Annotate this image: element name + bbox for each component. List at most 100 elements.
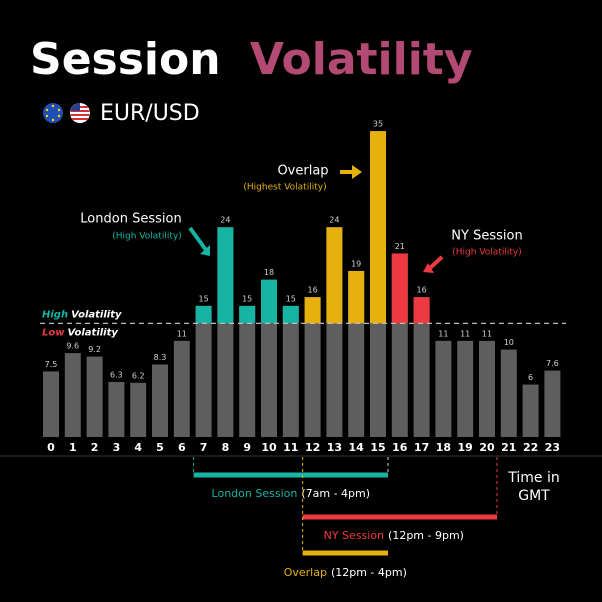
- bar: [544, 370, 561, 437]
- bar: [479, 340, 495, 437]
- range-label: Overlap (12pm - 4pm): [284, 566, 407, 579]
- bar: [457, 340, 474, 437]
- x-tick-label: 5: [156, 441, 164, 454]
- x-tick-label: 17: [414, 441, 429, 454]
- x-tick-label: 22: [523, 441, 538, 454]
- bar-highlight: [370, 131, 386, 324]
- range-name: Overlap: [284, 566, 327, 579]
- value-label: 15: [199, 294, 209, 303]
- x-tick-label: 0: [47, 441, 55, 454]
- bar: [130, 382, 147, 437]
- x-tick-label: 4: [134, 441, 142, 454]
- bar: [304, 297, 321, 437]
- range-time: (12pm - 4pm): [331, 566, 407, 579]
- threshold-rest: Volatility: [71, 309, 122, 320]
- bar-highlight: [391, 253, 408, 324]
- value-label: 11: [460, 329, 470, 338]
- range-name: London Session: [212, 487, 298, 500]
- value-label: 16: [308, 286, 318, 295]
- threshold-label: Low Volatility: [42, 327, 118, 338]
- bar: [43, 371, 59, 437]
- value-label: 10: [504, 338, 514, 347]
- title-part: Volatility: [250, 34, 473, 85]
- value-label: 24: [329, 216, 339, 225]
- bar-highlight: [304, 297, 321, 324]
- x-tick-label: 16: [392, 441, 408, 454]
- flag-us: [70, 103, 90, 123]
- bar-highlight: [413, 297, 430, 324]
- title-part: Session: [30, 34, 221, 85]
- callout-note: (High Volatility): [112, 232, 181, 242]
- threshold-label: High Volatility: [42, 309, 122, 320]
- callout-title: London Session: [80, 212, 181, 227]
- bar: [195, 305, 212, 437]
- bar: [108, 381, 125, 437]
- bar-highlight: [239, 305, 256, 324]
- value-label: 19: [351, 259, 361, 268]
- flag-eu: [43, 103, 63, 123]
- value-label: 15: [286, 294, 296, 303]
- x-axis-label: Time in: [507, 470, 559, 486]
- x-tick-label: 12: [305, 441, 320, 454]
- value-label: 18: [264, 268, 274, 277]
- x-tick-label: 23: [545, 441, 560, 454]
- callout-arrow: [188, 226, 208, 252]
- bar-highlight: [195, 305, 212, 324]
- value-label: 11: [482, 329, 492, 338]
- value-label: 6: [528, 373, 533, 382]
- value-label: 35: [373, 120, 383, 129]
- callout-arrow: [428, 255, 444, 270]
- range-label: London Session (7am - 4pm): [212, 487, 371, 500]
- range-label: NY Session (12pm - 9pm): [324, 529, 464, 542]
- value-label: 21: [395, 242, 405, 251]
- value-label: 16: [417, 286, 427, 295]
- value-label: 15: [242, 294, 252, 303]
- bar: [282, 305, 299, 437]
- callout-arrowhead: [200, 245, 210, 256]
- callout-arrowhead: [352, 165, 362, 179]
- value-label: 7.5: [45, 360, 58, 369]
- value-label: 7.6: [546, 359, 559, 368]
- callout-note: (High Volatility): [452, 248, 521, 258]
- value-label: 24: [220, 216, 230, 225]
- x-tick-label: 20: [479, 441, 495, 454]
- bar-highlight: [326, 227, 343, 324]
- range-time: (7am - 4pm): [301, 487, 370, 500]
- bar: [413, 297, 430, 437]
- value-label: 9.2: [88, 345, 101, 354]
- x-tick-label: 11: [283, 441, 298, 454]
- bar: [152, 364, 168, 437]
- x-tick-label: 10: [261, 441, 277, 454]
- bar: [500, 349, 517, 437]
- bar-highlight: [348, 270, 365, 324]
- x-axis-label: GMT: [518, 488, 550, 504]
- subtitle: EUR/USD: [100, 101, 200, 126]
- callout-note: (Highest Volatility): [243, 183, 326, 193]
- bar: [239, 305, 256, 437]
- chart-title: Session Volatility: [30, 34, 473, 85]
- bar: [522, 384, 539, 437]
- x-tick-label: 19: [458, 441, 473, 454]
- threshold-word: High: [42, 309, 68, 320]
- x-tick-label: 18: [436, 441, 451, 454]
- range-name: NY Session: [324, 529, 384, 542]
- range-time: (12pm - 9pm): [388, 529, 464, 542]
- bar-highlight: [282, 305, 299, 324]
- value-label: 11: [438, 329, 448, 338]
- x-tick-label: 15: [370, 441, 385, 454]
- bar: [435, 340, 452, 437]
- bar-highlight: [261, 279, 277, 324]
- x-tick-label: 6: [178, 441, 186, 454]
- x-tick-label: 2: [91, 441, 99, 454]
- x-tick-label: 3: [113, 441, 121, 454]
- threshold-rest: Volatility: [67, 327, 118, 338]
- x-tick-label: 8: [222, 441, 230, 454]
- bar: [64, 353, 81, 437]
- value-label: 6.2: [132, 371, 145, 380]
- x-tick-label: 1: [69, 441, 77, 454]
- callout-title: Overlap: [277, 164, 328, 179]
- bar: [86, 356, 103, 437]
